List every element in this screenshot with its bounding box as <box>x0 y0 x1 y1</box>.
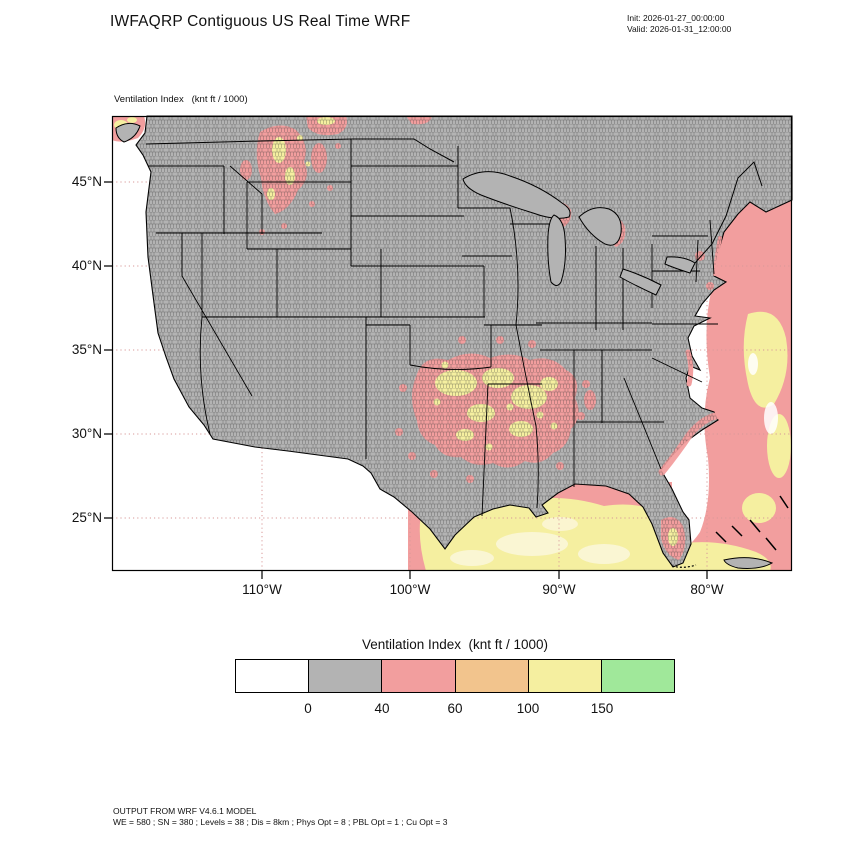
islands <box>115 122 789 569</box>
lon-tick-label: 90°W <box>542 582 576 597</box>
legend-tick-label: 0 <box>304 701 312 716</box>
legend-cell <box>454 660 528 692</box>
legend-cell <box>527 660 601 692</box>
lat-tick-label: 25°N <box>71 510 102 525</box>
legend-cell <box>236 660 309 692</box>
footer-line1: OUTPUT FROM WRF V4.6.1 MODEL <box>113 806 257 816</box>
state-boundaries <box>148 139 718 517</box>
legend-cell <box>308 660 382 692</box>
legend-tick-label: 150 <box>590 701 614 716</box>
model-config-footer: OUTPUT FROM WRF V4.6.1 MODEL WE = 580 ; … <box>113 806 447 828</box>
map-frame <box>111 115 793 572</box>
footer-line2: WE = 580 ; SN = 380 ; Levels = 38 ; Dis … <box>113 817 448 827</box>
axis-ticks <box>104 181 708 579</box>
lon-tick-label: 110°W <box>242 582 282 597</box>
lon-tick-label: 100°W <box>389 582 431 597</box>
legend-tick-label: 40 <box>374 701 390 716</box>
valid-time: Valid: 2026-01-31_12:00:00 <box>627 24 732 34</box>
lat-tick-label: 35°N <box>71 342 102 357</box>
run-info: Init: 2026-01-27_00:00:00 Valid: 2026-01… <box>627 13 731 35</box>
legend-cell <box>381 660 455 692</box>
great-lakes <box>462 171 696 296</box>
legend-tick-label: 60 <box>447 701 463 716</box>
lat-tick-label: 45°N <box>71 174 102 189</box>
legend-tick-label: 100 <box>516 701 540 716</box>
lon-tick-label: 80°W <box>690 582 724 597</box>
page-title: IWFAQRP Contiguous US Real Time WRF <box>110 13 411 30</box>
field-label: Ventilation Index (knt ft / 1000) <box>114 94 248 105</box>
lat-tick-label: 30°N <box>71 426 102 441</box>
county-boundaries-texture <box>136 116 792 567</box>
legend-cell <box>600 660 675 692</box>
national-border <box>145 138 763 264</box>
legend-bar <box>235 659 675 693</box>
us-map-canvas <box>104 115 793 579</box>
lat-tick-label: 40°N <box>71 258 102 273</box>
legend-title: Ventilation Index (knt ft / 1000) <box>361 637 549 652</box>
map-svg <box>104 115 793 579</box>
init-time: Init: 2026-01-27_00:00:00 <box>627 13 725 23</box>
